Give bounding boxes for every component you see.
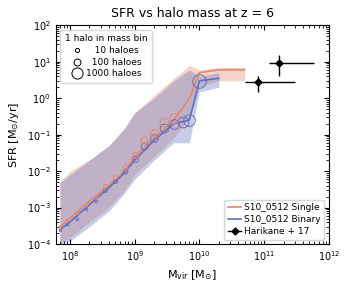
X-axis label: $\rm M_{vir}\ [M_{\odot}]$: $\rm M_{vir}\ [M_{\odot}]$	[167, 268, 217, 282]
Legend: S10_0512 Single, S10_0512 Binary, Harikane + 17: S10_0512 Single, S10_0512 Binary, Harika…	[224, 200, 324, 240]
Title: SFR vs halo mass at z = 6: SFR vs halo mass at z = 6	[111, 7, 274, 20]
Y-axis label: $\rm SFR\ [M_{\odot}/yr]$: $\rm SFR\ [M_{\odot}/yr]$	[7, 102, 21, 168]
